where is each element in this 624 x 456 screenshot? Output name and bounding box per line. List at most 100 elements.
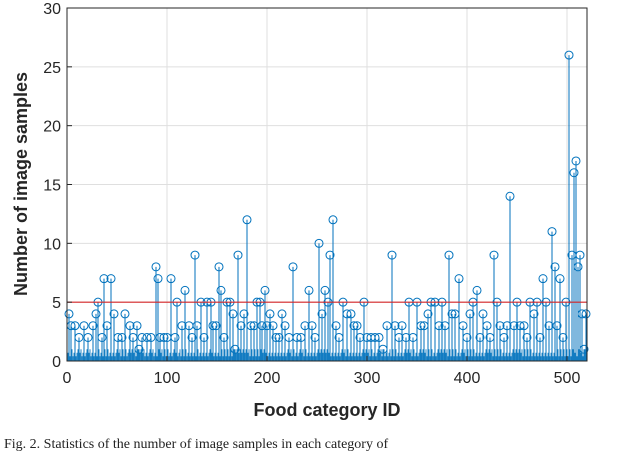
stem-marker — [288, 262, 298, 272]
stem-marker — [74, 332, 84, 342]
stem-marker — [352, 321, 362, 331]
stem-marker — [447, 309, 457, 319]
stem-marker — [246, 321, 256, 331]
stem-marker — [280, 321, 290, 331]
stem-marker — [331, 321, 341, 331]
stem-marker — [571, 156, 581, 166]
stem-marker — [502, 321, 512, 331]
stem-marker — [374, 332, 384, 342]
stem-marker — [465, 309, 475, 319]
stem-marker — [462, 332, 472, 342]
stem-marker — [166, 274, 176, 284]
x-tick-label: 400 — [454, 370, 481, 387]
stem-marker — [423, 309, 433, 319]
stem-marker — [236, 321, 246, 331]
stem-marker — [91, 309, 101, 319]
stem-marker — [120, 309, 130, 319]
stem-marker — [475, 332, 485, 342]
stem-marker — [199, 332, 209, 342]
stem-marker — [211, 321, 221, 331]
y-axis-label: Number of image samples — [11, 72, 31, 296]
stem-marker — [153, 274, 163, 284]
stem-marker — [146, 332, 156, 342]
stem-marker — [99, 274, 109, 284]
x-tick-label: 100 — [154, 370, 181, 387]
stem-marker — [444, 250, 454, 260]
stem-marker — [558, 332, 568, 342]
stem-marker — [265, 309, 275, 319]
stem-marker — [458, 321, 468, 331]
stem-marker — [320, 285, 330, 295]
y-tick-label: 0 — [52, 354, 61, 371]
stem-marker — [151, 262, 161, 272]
stem-marker — [499, 332, 509, 342]
stem-marker — [575, 250, 585, 260]
stem-marker — [180, 285, 190, 295]
stem-marker — [317, 309, 327, 319]
stem-marker — [277, 309, 287, 319]
stem-marker — [137, 332, 147, 342]
stem-marker — [489, 250, 499, 260]
stem-marker — [117, 332, 127, 342]
stem-marker — [83, 332, 93, 342]
stem-marker — [535, 332, 545, 342]
stem-marker — [472, 285, 482, 295]
stem-marker — [271, 332, 281, 342]
stem-marker — [262, 321, 272, 331]
stem-marker — [190, 250, 200, 260]
stem-marker — [268, 321, 278, 331]
stem-marker — [134, 344, 144, 354]
x-tick-label: 500 — [554, 370, 581, 387]
stem-marker — [177, 321, 187, 331]
stem-marker — [79, 321, 89, 331]
x-tick-label: 300 — [354, 370, 381, 387]
stem-marker — [387, 250, 397, 260]
stem-marker — [552, 321, 562, 331]
stem-marker — [314, 238, 324, 248]
stem-marker — [214, 262, 224, 272]
stem-marker — [125, 321, 135, 331]
stem-series — [64, 50, 591, 361]
stem-marker — [208, 321, 218, 331]
stem-marker — [522, 332, 532, 342]
stem-marker — [97, 332, 107, 342]
stem-marker — [325, 250, 335, 260]
stem-marker — [346, 309, 356, 319]
stem-marker — [106, 274, 116, 284]
stem-marker — [482, 321, 492, 331]
stem-marker — [390, 321, 400, 331]
stem-marker — [573, 262, 583, 272]
grid-lines — [66, 7, 587, 362]
y-tick-label: 30 — [43, 1, 61, 18]
y-axis-ticks: 0 5 10 15 20 25 30 — [43, 1, 72, 371]
y-tick-label: 10 — [43, 236, 61, 253]
stem-marker — [416, 321, 426, 331]
stem-marker — [519, 321, 529, 331]
y-tick-label: 25 — [43, 60, 61, 77]
stem-marker — [274, 332, 284, 342]
stem-marker — [88, 321, 98, 331]
stem-marker — [230, 344, 240, 354]
stem-marker — [394, 332, 404, 342]
stem-marker — [509, 321, 519, 331]
x-axis-label: Food category ID — [253, 400, 400, 420]
y-tick-label: 20 — [43, 119, 61, 136]
stem-marker — [569, 168, 579, 178]
stem-marker — [64, 309, 74, 319]
stem-marker — [70, 321, 80, 331]
stem-marker — [547, 227, 557, 237]
stem-marker — [434, 321, 444, 331]
x-axis-ticks: 0 100 200 300 400 500 — [63, 356, 581, 387]
stem-marker — [242, 215, 252, 225]
stem-marker — [529, 309, 539, 319]
stem-marker — [478, 309, 488, 319]
stem-marker — [401, 332, 411, 342]
stem-marker — [159, 332, 169, 342]
figure-caption: Fig. 2. Statistics of the number of imag… — [4, 437, 389, 452]
stem-marker — [219, 332, 229, 342]
x-tick-label: 0 — [63, 370, 72, 387]
y-tick-label: 5 — [52, 295, 61, 312]
stem-marker — [454, 274, 464, 284]
stem-marker — [555, 274, 565, 284]
